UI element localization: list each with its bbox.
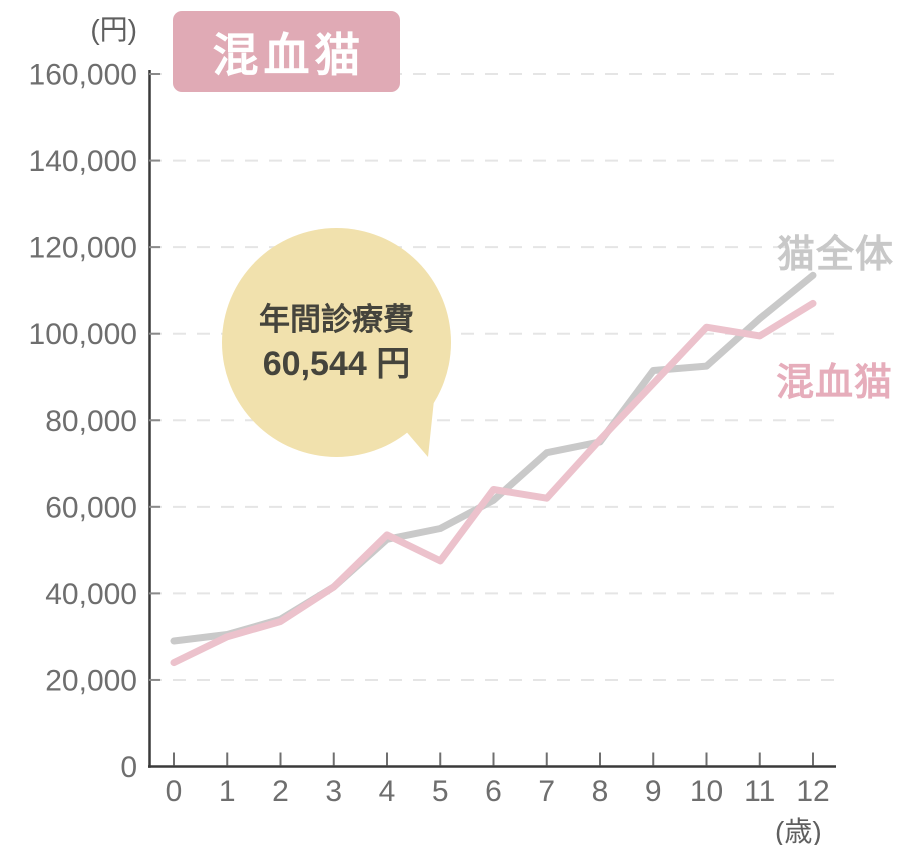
x-tick-label: 1	[219, 775, 236, 808]
x-tick-label: 11	[744, 775, 775, 808]
series-line-mixed-cats	[170, 299, 817, 667]
y-tick-label: 0	[120, 751, 137, 784]
y-tick-label: 60,000	[45, 491, 137, 524]
x-tick-label: 7	[538, 775, 555, 808]
y-tick-label: 160,000	[29, 59, 137, 92]
x-axis-unit-label: (歳)	[775, 816, 822, 845]
y-tick-label: 140,000	[29, 145, 137, 178]
annotation-bubble: 年間診療費 60,544 円	[222, 228, 451, 457]
y-tick-label: 120,000	[29, 232, 137, 265]
x-tick-label: 5	[432, 775, 449, 808]
legend-all-cats-label: 猫全体	[777, 234, 895, 276]
x-tick-label: 12	[796, 775, 829, 808]
y-tick-label: 80,000	[45, 405, 137, 438]
x-tick-label: 3	[325, 775, 342, 808]
annotation-line1: 年間診療費	[259, 301, 414, 337]
x-tick-label: 10	[690, 775, 723, 808]
y-tick-label: 40,000	[45, 578, 137, 611]
x-tick-label: 6	[485, 775, 502, 808]
x-tick-label: 0	[166, 775, 183, 808]
x-tick-label: 8	[592, 775, 609, 808]
annotation-line2: 60,544 円	[262, 344, 411, 383]
title-badge: 混血猫	[173, 11, 400, 92]
legend-mixed-cats-label: 混血猫	[776, 362, 894, 404]
y-tick-label: 100,000	[29, 318, 137, 351]
y-axis-unit-label: (円)	[90, 14, 137, 45]
title-badge-label: 混血猫	[212, 28, 366, 81]
x-tick-label: 4	[379, 775, 396, 808]
x-tick-label: 2	[272, 775, 289, 808]
y-tick-label: 20,000	[45, 664, 137, 697]
x-tick-label: 9	[645, 775, 662, 808]
